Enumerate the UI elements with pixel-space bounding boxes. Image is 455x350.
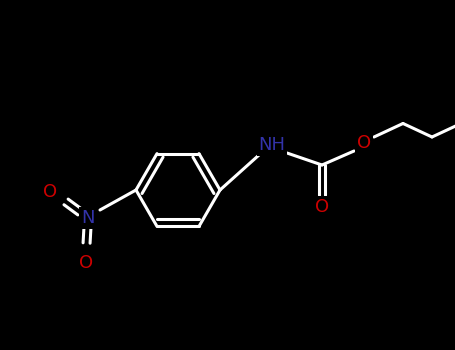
Text: O: O [315,198,329,216]
Text: NH: NH [258,136,285,154]
Text: O: O [43,183,57,201]
Text: O: O [79,254,93,272]
Text: N: N [81,209,95,227]
Text: O: O [357,134,371,152]
